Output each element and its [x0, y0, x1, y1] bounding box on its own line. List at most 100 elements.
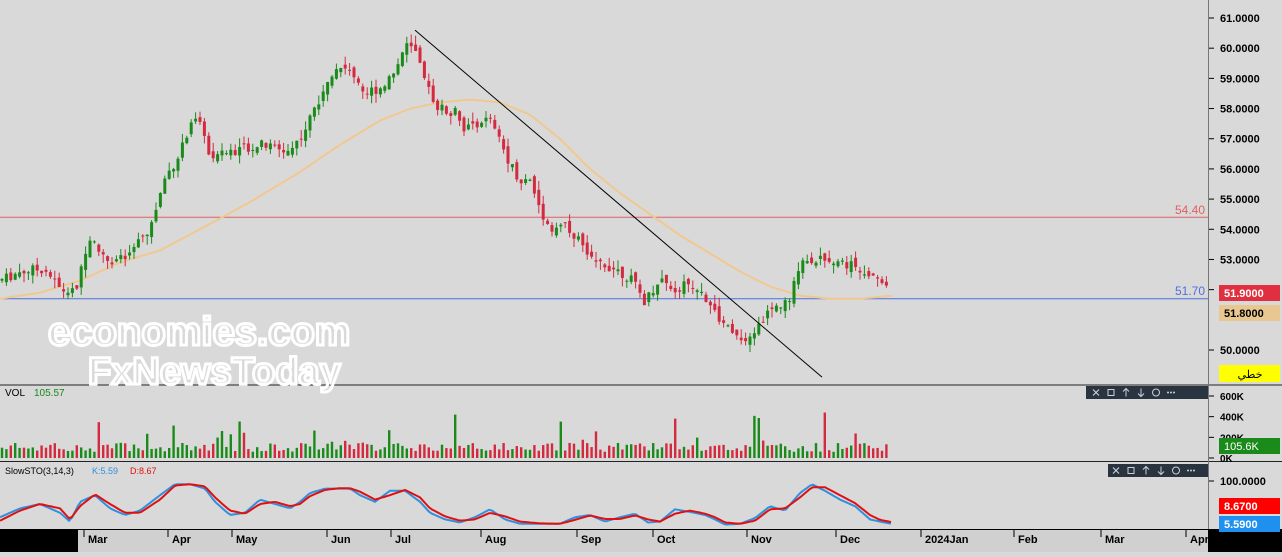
volume-bar [638, 443, 642, 458]
candle [858, 270, 862, 273]
volume-bar [84, 450, 87, 458]
candle [678, 290, 682, 292]
volume-bar [361, 442, 364, 458]
volume-bar [555, 450, 558, 458]
candle [387, 76, 391, 90]
ma-price-tag-text: 51.8000 [1224, 308, 1264, 320]
candle [53, 278, 57, 280]
candle [101, 252, 105, 255]
candle [185, 137, 189, 144]
volume-bar [27, 448, 30, 458]
candle [634, 272, 638, 282]
candle [348, 69, 352, 71]
move-up-icon[interactable] [1142, 465, 1150, 475]
volume-bar [502, 443, 505, 458]
candle [35, 264, 39, 271]
candle [79, 266, 83, 288]
candle [110, 262, 114, 265]
trendline[interactable] [414, 29, 823, 378]
volume-bar [44, 447, 48, 458]
dot [1170, 391, 1172, 394]
volume-bar [792, 451, 796, 458]
volume-bar [726, 449, 730, 458]
volume-bar [762, 440, 765, 458]
candle [845, 262, 849, 269]
mode-button-label[interactable]: خطي [1238, 369, 1263, 381]
support-level-label: 51.70 [1175, 284, 1205, 298]
volume-bar [836, 443, 840, 458]
candle [128, 252, 132, 256]
more-icon[interactable] [1187, 469, 1195, 472]
volume-bar [198, 448, 202, 458]
candle [286, 150, 290, 156]
volume-bar [559, 421, 562, 458]
volume-bar [766, 445, 769, 458]
restore-icon[interactable] [1127, 467, 1135, 474]
candle [282, 149, 286, 153]
candle [603, 264, 607, 268]
volume-bar [449, 448, 452, 458]
restore-icon[interactable] [1107, 389, 1115, 396]
volume-bar [410, 448, 413, 458]
volume-bar [405, 448, 408, 458]
volume-bar [515, 446, 518, 458]
candle [312, 107, 316, 117]
move-down-icon[interactable] [1157, 466, 1165, 476]
volume-bar [581, 439, 584, 458]
candle [554, 227, 558, 236]
time-tick-label: Sep [581, 534, 601, 546]
volume-bar [260, 451, 263, 458]
more-icon[interactable] [1167, 391, 1175, 394]
candle [66, 292, 70, 296]
candle [18, 272, 22, 277]
volume-bar [291, 451, 294, 458]
volume-bar [427, 447, 430, 458]
candle [827, 258, 831, 262]
candle [766, 310, 770, 319]
close-icon[interactable] [1112, 467, 1120, 474]
volume-bar [841, 449, 844, 458]
candle [9, 272, 13, 281]
volume-bar [93, 451, 96, 458]
stoch-k-tag [1219, 516, 1280, 532]
candle [273, 144, 277, 146]
price-tick-label: 56.0000 [1220, 164, 1260, 176]
volume-bar [335, 449, 338, 458]
volume-bar [775, 445, 778, 458]
move-down-icon[interactable] [1137, 388, 1145, 398]
candle [304, 129, 308, 141]
volume-bar [634, 444, 637, 458]
volume-bar [700, 450, 703, 458]
close-icon[interactable] [1092, 389, 1100, 396]
volume-bar [256, 447, 259, 458]
settings-icon[interactable] [1172, 466, 1180, 475]
candle [682, 281, 686, 294]
volume-bar [273, 444, 276, 458]
volume-bar [691, 445, 694, 458]
candle [396, 64, 400, 75]
volume-bar [550, 443, 554, 458]
candle [876, 277, 880, 279]
volume-bar [58, 448, 61, 458]
volume-bar [872, 448, 875, 458]
volume-value: 105.57 [34, 388, 65, 399]
volume-bar [14, 443, 17, 458]
candle [774, 305, 778, 312]
volume-bar [511, 449, 514, 458]
move-up-icon[interactable] [1122, 387, 1130, 397]
settings-icon[interactable] [1152, 388, 1160, 397]
candle [660, 278, 664, 283]
candle [317, 104, 321, 110]
last-price-tag [1219, 285, 1280, 301]
time-tick-label: Mar [88, 534, 108, 546]
volume-bar [168, 448, 171, 458]
candle [572, 233, 576, 239]
time-tick-label: Aug [485, 534, 506, 546]
mode-button[interactable] [1219, 365, 1280, 382]
volume-bar [880, 450, 884, 458]
volume-bar [709, 446, 712, 458]
candle [598, 259, 602, 262]
volume-bar [854, 433, 857, 458]
volume-bar [454, 414, 457, 458]
